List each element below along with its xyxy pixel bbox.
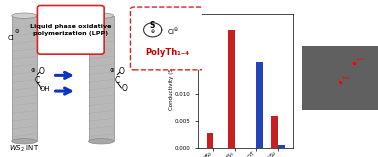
Text: $WS_2$ INT: $WS_2$ INT [9, 144, 39, 154]
Text: OH: OH [39, 86, 50, 92]
FancyBboxPatch shape [37, 5, 104, 54]
Text: 20 nm: 20 nm [306, 139, 318, 143]
Text: $\ominus$: $\ominus$ [14, 27, 20, 35]
Text: Cl: Cl [8, 35, 14, 41]
Text: Cl$^{\ominus}$: Cl$^{\ominus}$ [167, 26, 179, 37]
Bar [278, 145, 285, 148]
Bar [302, 46, 378, 110]
Text: PolyTh₁₋₄: PolyTh₁₋₄ [145, 48, 189, 57]
Text: $\oplus$: $\oplus$ [109, 66, 115, 74]
Bar [256, 62, 263, 148]
Bar [228, 30, 235, 148]
Text: Cl: Cl [85, 32, 91, 38]
Text: C: C [115, 76, 120, 85]
Bar [12, 16, 37, 141]
Bar [207, 133, 214, 148]
Text: $\oplus$: $\oplus$ [150, 27, 155, 35]
Text: S: S [150, 21, 155, 30]
Text: C: C [35, 76, 40, 85]
Text: O: O [39, 67, 44, 76]
Ellipse shape [12, 13, 37, 18]
Y-axis label: Conductivity (S·cm⁻¹): Conductivity (S·cm⁻¹) [168, 51, 174, 110]
Bar [271, 116, 278, 148]
FancyBboxPatch shape [130, 7, 203, 70]
Text: O: O [121, 84, 127, 93]
Text: $\oplus$: $\oplus$ [30, 66, 36, 74]
Text: Liquid phase oxidative
polymerization (LPP): Liquid phase oxidative polymerization (L… [30, 24, 112, 36]
Ellipse shape [88, 139, 114, 144]
Text: O: O [118, 67, 124, 76]
Bar [88, 16, 114, 141]
Text: 1µm: 1µm [355, 57, 364, 61]
Text: 1nm: 1nm [342, 76, 350, 80]
Ellipse shape [12, 139, 37, 144]
Text: $\ominus$: $\ominus$ [91, 24, 97, 32]
Ellipse shape [88, 13, 114, 18]
